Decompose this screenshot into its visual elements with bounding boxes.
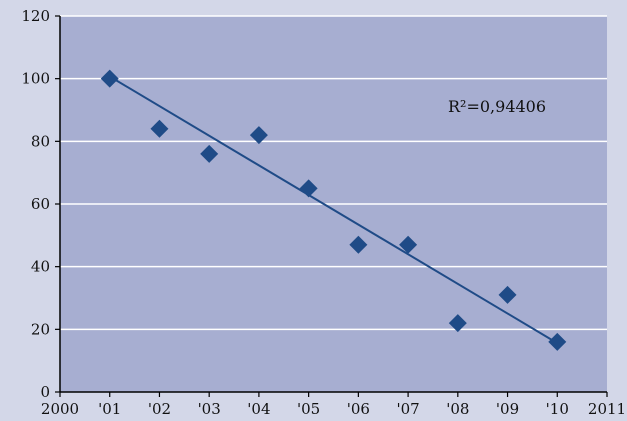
x-tick-label: '08	[446, 400, 469, 418]
data-point-marker	[249, 126, 268, 145]
data-point-marker	[150, 119, 169, 138]
y-tick-label: 120	[21, 7, 50, 25]
x-tick-label: '02	[148, 400, 171, 418]
tick-labels: 0 20 40 60 80 100 120 2000 '01 '02 '03 '04 '05 '06 '07…	[21, 7, 626, 418]
data-point-marker	[448, 314, 467, 333]
y-tick-label: 100	[21, 70, 50, 88]
x-tick-label: 2000	[41, 400, 79, 418]
x-tick-label: 2011	[588, 400, 626, 418]
x-tick-label: '04	[247, 400, 270, 418]
data-point-marker	[349, 235, 368, 254]
x-tick-label: '01	[98, 400, 121, 418]
r-squared-annotation: R²=0,94406	[448, 97, 546, 116]
y-tick-label: 80	[31, 132, 50, 150]
x-tick-label: '06	[347, 400, 370, 418]
data-point-marker	[100, 69, 119, 88]
gridlines	[60, 15, 607, 331]
x-tick-label: '09	[496, 400, 519, 418]
trendline	[109, 75, 558, 344]
x-tick-label: '07	[396, 400, 419, 418]
y-tick-label: 40	[31, 258, 50, 276]
data-point-marker	[299, 179, 318, 198]
y-tick-label: 0	[40, 383, 50, 401]
x-tick-label: '10	[546, 400, 569, 418]
data-points	[100, 69, 567, 351]
data-point-marker	[399, 235, 418, 254]
y-tick-label: 20	[31, 320, 50, 338]
data-point-marker	[498, 285, 517, 304]
data-point-marker	[200, 144, 219, 163]
x-tick-label: '05	[297, 400, 320, 418]
axes	[55, 15, 608, 397]
y-tick-label: 60	[31, 195, 50, 213]
data-point-marker	[548, 332, 567, 351]
x-tick-label: '03	[198, 400, 221, 418]
